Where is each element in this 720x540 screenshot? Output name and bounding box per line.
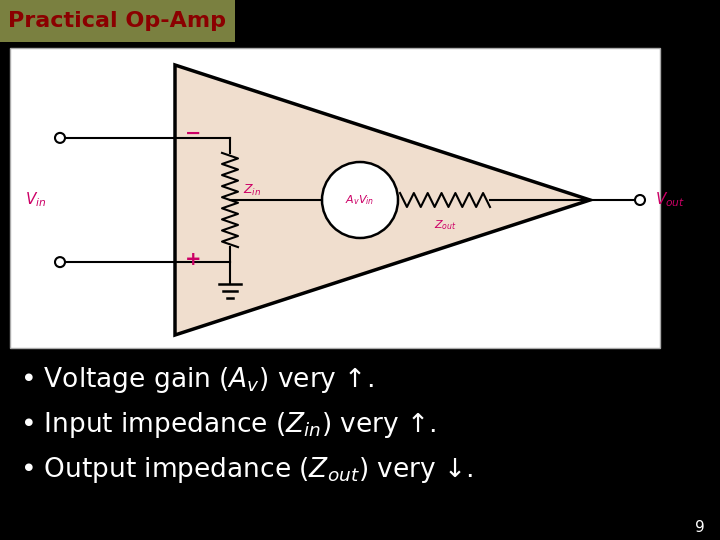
Text: • Voltage gain ($A_v$) very ↑.: • Voltage gain ($A_v$) very ↑. [20,365,374,395]
Text: $A_vV_{in}$: $A_vV_{in}$ [346,193,374,207]
Circle shape [322,162,398,238]
Circle shape [55,133,65,143]
FancyBboxPatch shape [0,0,235,42]
Circle shape [635,195,645,205]
Text: $Z_{out}$: $Z_{out}$ [433,218,456,232]
FancyBboxPatch shape [10,48,660,348]
Text: 9: 9 [695,521,705,536]
Polygon shape [175,65,590,335]
Text: +: + [185,249,202,268]
Text: Practical Op-Amp: Practical Op-Amp [8,11,226,31]
Text: $Z_{in}$: $Z_{in}$ [243,183,261,198]
Text: $V_{out}$: $V_{out}$ [655,191,685,210]
Text: −: − [185,124,202,143]
Circle shape [55,257,65,267]
Text: • Input impedance ($Z_{in}$) very ↑.: • Input impedance ($Z_{in}$) very ↑. [20,410,436,440]
Text: $V_{in}$: $V_{in}$ [25,191,46,210]
Text: • Output impedance ($Z_{out}$) very ↓.: • Output impedance ($Z_{out}$) very ↓. [20,455,473,485]
